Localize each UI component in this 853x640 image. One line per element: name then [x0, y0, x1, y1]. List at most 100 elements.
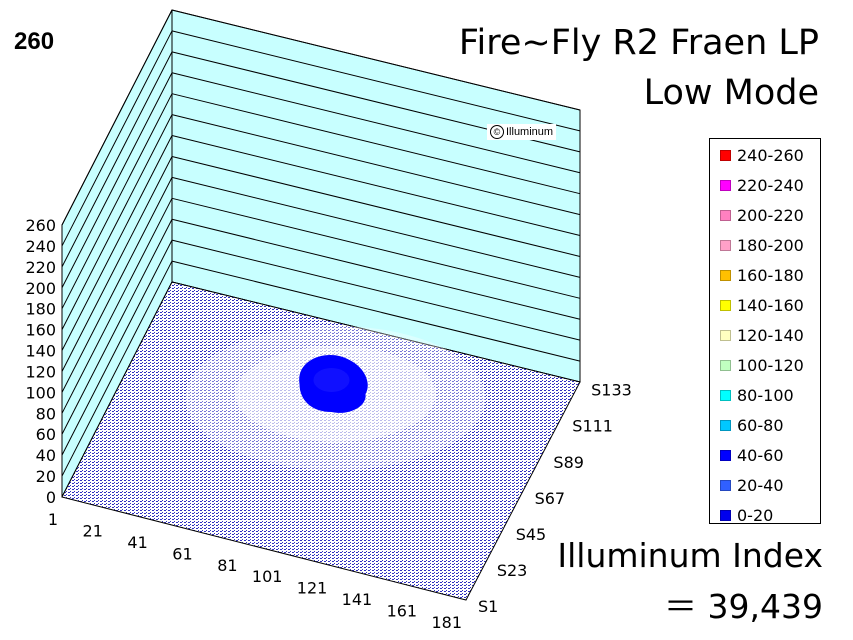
left-wall-gridline: [61, 93, 173, 309]
legend-swatch: [720, 149, 731, 161]
x-tick-label: 41: [127, 533, 147, 552]
y-tick-label: S1: [478, 597, 498, 616]
legend-label: 20-40: [737, 475, 784, 495]
legend-label: 80-100: [737, 385, 794, 405]
back-wall-gridline: [171, 93, 581, 195]
legend-label: 140-160: [737, 295, 804, 315]
legend-item: 80-100: [720, 385, 794, 405]
z-tick-label: 200: [25, 279, 56, 298]
back-wall-gridline: [171, 114, 581, 216]
legend: 240-260 220-240 200-220 180-200 160-180 140-1…: [709, 138, 821, 525]
legend-label: 120-140: [737, 325, 804, 345]
z-tick-label: 20: [36, 467, 56, 486]
back-wall-gridline: [171, 30, 581, 132]
z-tick-label: 220: [25, 258, 56, 277]
legend-swatch: [720, 479, 731, 491]
legend-item: 40-60: [720, 445, 784, 465]
z-tick-label: 120: [25, 362, 56, 381]
legend-item: 220-240: [720, 175, 804, 195]
back-wall-gridline: [171, 260, 581, 362]
title-line-1: Fire~Fly R2 Fraen LP: [458, 23, 819, 63]
left-wall-gridline: [61, 9, 173, 226]
legend-item: 120-140: [720, 325, 804, 345]
watermark: © Illuminum: [487, 124, 557, 140]
z-tick-label: 140: [25, 342, 56, 361]
x-tick-label: 181: [431, 613, 462, 632]
legend-swatch: [720, 299, 731, 311]
title-line-2: Low Mode: [643, 73, 819, 113]
legend-swatch: [720, 269, 731, 281]
legend-item: 180-200: [720, 235, 804, 255]
left-wall-gridline: [61, 51, 173, 268]
x-tick-label: 101: [252, 567, 283, 586]
left-wall-gridline: [61, 177, 173, 393]
legend-label: 60-80: [737, 415, 784, 435]
back-wall-gridline: [171, 155, 581, 257]
left-wall-gridline: [61, 198, 173, 414]
chart-title: Fire~Fly R2 Fraen LP Low Mode: [459, 18, 819, 118]
left-wall-gridline: [61, 219, 173, 435]
legend-label: 240-260: [737, 145, 804, 165]
z-tick-label: 100: [25, 383, 56, 402]
back-wall-gridline: [171, 197, 581, 299]
back-wall-gridline: [171, 72, 581, 174]
back-wall-gridline: [171, 218, 581, 320]
x-tick-label: 161: [387, 602, 418, 621]
left-wall-gridline: [61, 260, 173, 477]
legend-label: 220-240: [737, 175, 804, 195]
y-tick-label: S67: [535, 489, 566, 508]
z-tick-label: 40: [36, 446, 56, 465]
legend-item: 200-220: [720, 205, 804, 225]
x-tick-label: 21: [83, 521, 103, 540]
legend-label: 100-120: [737, 355, 804, 375]
z-tick-label: 80: [36, 404, 56, 423]
peak-value: 260: [14, 28, 55, 55]
left-wall-gridline: [61, 30, 173, 247]
z-tick-label: 260: [25, 216, 56, 235]
z-tick-label: 0: [46, 488, 56, 507]
legend-item: 160-180: [720, 265, 804, 285]
legend-label: 40-60: [737, 445, 784, 465]
watermark-text: Illuminum: [506, 126, 554, 138]
legend-label: 200-220: [737, 205, 804, 225]
legend-item: 140-160: [720, 295, 804, 315]
legend-swatch: [720, 509, 731, 521]
legend-swatch: [720, 209, 731, 221]
legend-swatch: [720, 329, 731, 341]
legend-swatch: [720, 389, 731, 401]
x-tick-label: 121: [297, 579, 328, 598]
back-wall-gridline: [171, 135, 581, 237]
y-tick-label: S45: [516, 525, 547, 544]
legend-item: 60-80: [720, 415, 784, 435]
left-wall-gridline: [61, 239, 173, 456]
z-tick-label: 160: [25, 321, 56, 340]
index-label: Illuminum Index: [557, 536, 823, 575]
copyright-icon: ©: [490, 125, 504, 139]
hotspot-core: [313, 367, 350, 392]
legend-swatch: [720, 239, 731, 251]
back-wall-gridline: [171, 239, 581, 341]
legend-label: 0-20: [737, 505, 774, 525]
legend-swatch: [720, 359, 731, 371]
left-wall-gridline: [61, 135, 173, 351]
left-wall-gridline: [61, 156, 173, 372]
index-value: ＝ 39,439: [664, 587, 823, 626]
left-wall-gridline: [61, 114, 173, 330]
y-tick-label: S111: [572, 417, 613, 436]
x-tick-label: 1: [48, 510, 58, 529]
left-wall-gridline: [61, 72, 173, 288]
x-tick-label: 81: [217, 556, 237, 575]
legend-item: 20-40: [720, 475, 784, 495]
x-tick-label: 61: [172, 544, 192, 563]
z-tick-label: 60: [36, 425, 56, 444]
legend-label: 160-180: [737, 265, 804, 285]
z-tick-label: 240: [25, 237, 56, 256]
back-wall-gridline: [171, 9, 581, 111]
legend-swatch: [720, 179, 731, 191]
y-tick-label: S89: [553, 453, 584, 472]
legend-swatch: [720, 449, 731, 461]
back-wall-gridline: [171, 176, 581, 278]
legend-label: 180-200: [737, 235, 804, 255]
legend-item: 100-120: [720, 355, 804, 375]
